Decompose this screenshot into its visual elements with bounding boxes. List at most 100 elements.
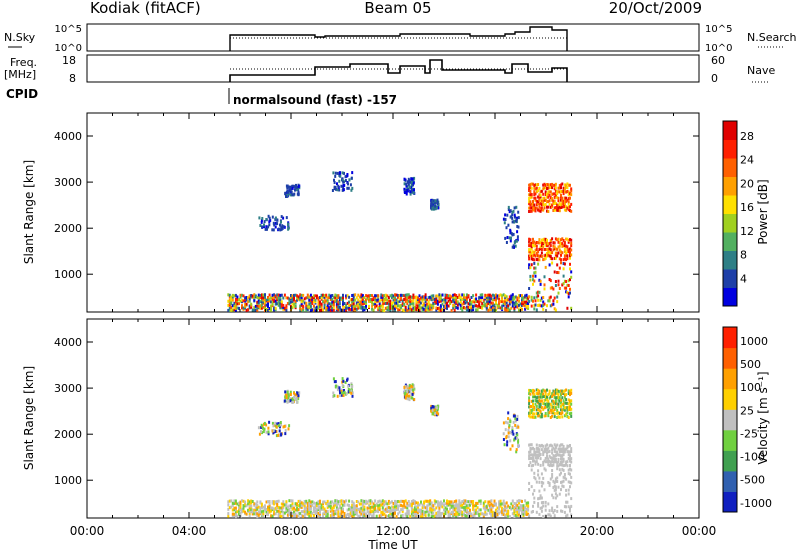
echo-cell — [415, 297, 418, 301]
echo-cell — [268, 293, 271, 297]
echo-cell — [543, 275, 546, 279]
echo-cell — [562, 402, 565, 406]
echo-cell — [267, 304, 269, 308]
echo-cell — [336, 188, 339, 192]
echo-cell — [412, 296, 415, 300]
echo-cell — [262, 512, 265, 516]
echo-cell — [305, 512, 308, 516]
echo-cell — [533, 244, 536, 248]
echo-cell — [569, 405, 571, 409]
echo-cell — [265, 500, 268, 504]
echo-cell — [276, 293, 279, 297]
echo-cell — [533, 394, 536, 398]
echo-cell — [349, 508, 352, 512]
echo-cell — [276, 506, 279, 510]
echo-cell — [405, 390, 408, 394]
echo-cell — [300, 504, 303, 507]
echo-cell — [378, 514, 381, 518]
echo-cell — [530, 485, 533, 489]
echo-cell — [481, 304, 484, 308]
echo-cell — [279, 296, 282, 300]
echo-cell — [337, 510, 340, 514]
echo-cell — [288, 297, 291, 301]
echo-cell — [319, 308, 321, 312]
echo-cell — [558, 201, 561, 205]
echo-cell — [507, 298, 510, 302]
echo-cell — [539, 304, 542, 308]
echo-cell — [551, 392, 554, 396]
echo-cell — [415, 301, 418, 305]
echo-cell — [332, 302, 335, 306]
echo-cell — [567, 200, 570, 204]
echo-cell — [441, 502, 444, 506]
echo-cell — [540, 251, 543, 255]
echo-cell — [537, 504, 540, 508]
echo-cell — [549, 279, 552, 283]
echo-cell — [534, 462, 537, 466]
echo-cell — [406, 393, 409, 397]
echo-cell — [357, 306, 360, 310]
echo-cell — [449, 296, 452, 300]
echo-cell — [377, 508, 380, 512]
echo-cell — [290, 505, 292, 509]
echo-cell — [540, 472, 543, 476]
echo-cell — [455, 501, 458, 505]
echo-cell — [296, 294, 299, 298]
echo-cell — [374, 297, 377, 301]
echo-cell — [567, 402, 570, 406]
echo-cell — [479, 502, 482, 506]
echo-cell — [562, 485, 565, 489]
echo-cell — [530, 405, 533, 408]
echo-cell — [294, 188, 296, 192]
echo-cell — [529, 453, 532, 457]
echo-cell — [250, 501, 253, 505]
echo-cell — [378, 306, 381, 310]
echo-cell — [533, 184, 536, 187]
echo-cell — [542, 444, 545, 448]
echo-cell — [563, 286, 566, 290]
echo-cell — [514, 295, 517, 299]
echo-cell — [296, 514, 299, 518]
echo-cell — [294, 512, 297, 516]
echo-cell — [371, 298, 374, 302]
echo-cell — [513, 241, 516, 245]
echo-cell — [259, 300, 262, 304]
echo-cell — [331, 189, 334, 192]
echo-cell — [450, 504, 453, 508]
echo-cell — [447, 304, 450, 308]
echo-cell — [540, 199, 543, 203]
echo-cell — [358, 306, 361, 310]
echo-cell — [274, 512, 277, 516]
echo-cell — [286, 390, 289, 394]
echo-cell — [282, 504, 285, 508]
echo-cell — [565, 412, 568, 416]
echo-cell — [562, 262, 565, 265]
echo-cell — [271, 215, 274, 219]
echo-cell — [369, 300, 372, 303]
echo-cell — [566, 254, 569, 258]
echo-cell — [543, 237, 546, 241]
echo-cell — [478, 508, 481, 512]
echo-cell — [561, 403, 564, 407]
echo-cell — [544, 193, 547, 197]
echo-cell — [417, 304, 419, 308]
colorbar-tick-label: 28 — [740, 130, 754, 143]
echo-cell — [542, 515, 545, 518]
echo-cell — [537, 447, 540, 451]
echo-cell — [546, 205, 548, 209]
echo-cell — [548, 186, 551, 189]
echo-cell — [509, 228, 512, 232]
echo-cell — [312, 297, 315, 301]
echo-cell — [427, 512, 430, 516]
echo-cell — [251, 508, 254, 512]
echo-cell — [522, 296, 525, 300]
colorbar-tick-label: -25 — [740, 427, 758, 440]
echo-cell — [560, 398, 562, 402]
echo-cell — [553, 247, 556, 251]
echo-cell — [383, 503, 386, 507]
echo-cell — [551, 192, 554, 196]
echo-cell — [467, 308, 470, 312]
echo-cell — [340, 296, 343, 300]
echo-cell — [569, 467, 571, 471]
echo-cell — [352, 308, 355, 312]
